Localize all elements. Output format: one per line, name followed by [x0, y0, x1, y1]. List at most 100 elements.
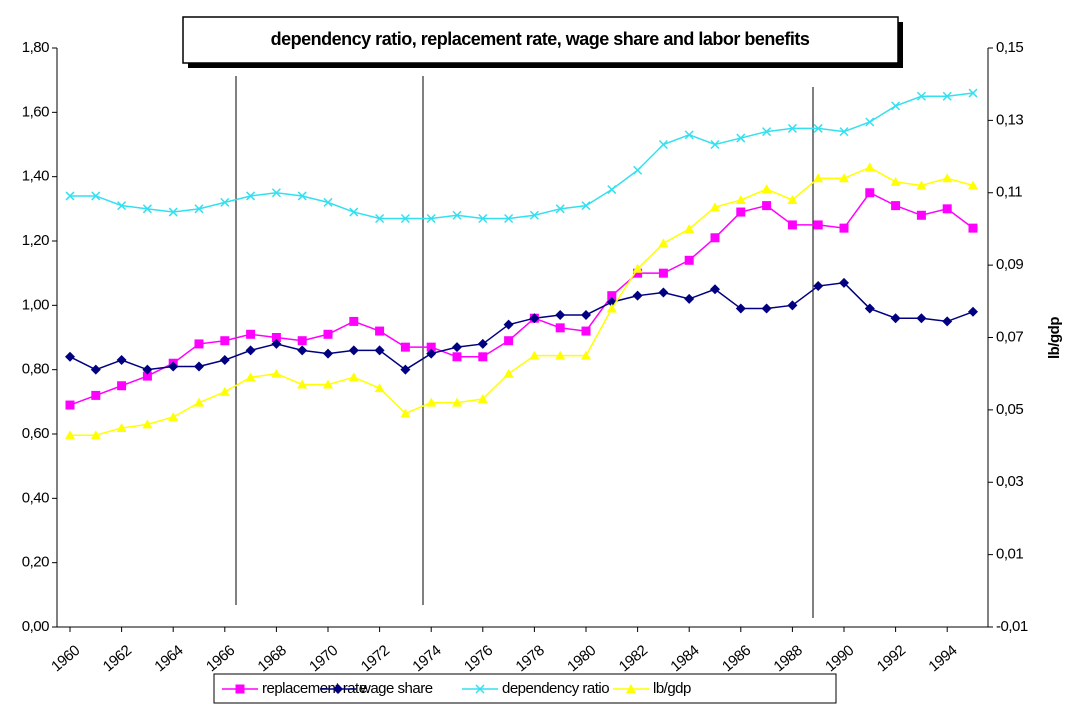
x-tick-label: 1970 — [306, 642, 341, 675]
legend-box — [213, 673, 837, 704]
y-tick-label: 1,60 — [22, 103, 49, 120]
marker — [658, 287, 669, 298]
marker — [91, 390, 101, 400]
marker — [891, 201, 901, 211]
marker — [529, 313, 540, 324]
marker — [297, 191, 307, 201]
marker — [581, 201, 591, 211]
marker — [555, 204, 565, 214]
series-line — [70, 166, 974, 436]
marker — [684, 293, 695, 304]
marker — [813, 123, 823, 133]
x-tick-label: 1960 — [48, 642, 83, 675]
marker — [478, 352, 488, 362]
marker — [333, 684, 343, 694]
legend-label: lb/gdp — [653, 680, 691, 697]
marker — [916, 180, 927, 190]
marker — [581, 326, 591, 336]
marker — [684, 255, 694, 265]
marker — [142, 204, 152, 214]
marker — [606, 303, 617, 313]
x-tick-label: 1978 — [513, 642, 548, 675]
marker — [297, 336, 307, 346]
marker — [117, 201, 127, 211]
y2-tick-label: -0,01 — [996, 618, 1028, 635]
x-tick-label: 1982 — [616, 642, 651, 675]
marker — [245, 345, 256, 356]
legend-label: replacement rate — [262, 680, 367, 697]
marker — [968, 88, 978, 98]
x-tick-label: 1962 — [100, 642, 135, 675]
marker — [839, 277, 849, 288]
marker — [142, 419, 153, 429]
marker — [348, 345, 359, 356]
x-tick-label: 1972 — [358, 642, 393, 675]
y-tick-label: 0,40 — [22, 489, 49, 506]
marker — [194, 339, 204, 349]
marker — [271, 338, 282, 349]
marker — [890, 313, 901, 324]
marker — [710, 202, 720, 212]
marker — [91, 191, 101, 201]
marker — [426, 342, 436, 352]
y-tick-label: 1,80 — [22, 39, 49, 56]
y2-tick-label: 0,01 — [996, 546, 1023, 563]
marker — [348, 372, 359, 382]
marker — [891, 101, 901, 111]
marker — [246, 329, 256, 339]
marker — [581, 350, 591, 360]
marker — [65, 351, 75, 362]
marker — [710, 284, 720, 295]
y2-tick-label: 0,07 — [996, 328, 1023, 345]
x-tick-label: 1976 — [461, 642, 496, 675]
marker — [968, 180, 978, 190]
marker — [194, 397, 204, 407]
chart-title: dependency ratio, replacement rate, wage… — [271, 29, 810, 49]
legend-label: wage share — [359, 680, 433, 697]
marker — [194, 204, 204, 214]
series-line — [69, 282, 974, 371]
marker — [787, 194, 798, 204]
x-tick-label: 1974 — [409, 642, 444, 675]
marker — [400, 364, 411, 375]
marker — [632, 290, 643, 301]
marker — [349, 316, 359, 326]
marker — [555, 309, 566, 320]
marker — [452, 210, 462, 220]
x-tick-label: 1984 — [667, 642, 702, 675]
marker — [736, 133, 746, 143]
x-tick-label: 1980 — [564, 642, 599, 675]
marker — [942, 173, 953, 183]
marker — [735, 303, 746, 314]
marker — [297, 345, 308, 356]
marker — [736, 207, 746, 217]
marker — [271, 333, 281, 342]
x-tick-label: 1966 — [203, 642, 238, 675]
marker — [607, 185, 617, 195]
marker — [684, 223, 695, 233]
marker — [529, 350, 540, 360]
marker — [271, 368, 282, 378]
marker — [916, 210, 926, 220]
marker — [864, 162, 875, 172]
marker — [426, 213, 436, 224]
y-tick-label: 0,60 — [22, 425, 49, 442]
marker — [890, 176, 901, 186]
marker — [142, 371, 152, 381]
y2-axis-title: lb/gdp — [1046, 317, 1063, 359]
marker — [452, 397, 462, 407]
y2-tick-label: 0,05 — [996, 401, 1023, 418]
marker — [116, 422, 127, 432]
marker — [787, 123, 797, 133]
marker — [323, 329, 333, 339]
marker — [762, 127, 772, 137]
marker — [864, 303, 875, 314]
marker — [684, 130, 694, 140]
marker — [607, 291, 617, 301]
marker — [761, 184, 772, 194]
marker — [194, 361, 204, 372]
marker — [375, 213, 385, 224]
marker — [813, 281, 824, 292]
y2-tick-label: 0,03 — [996, 473, 1023, 490]
